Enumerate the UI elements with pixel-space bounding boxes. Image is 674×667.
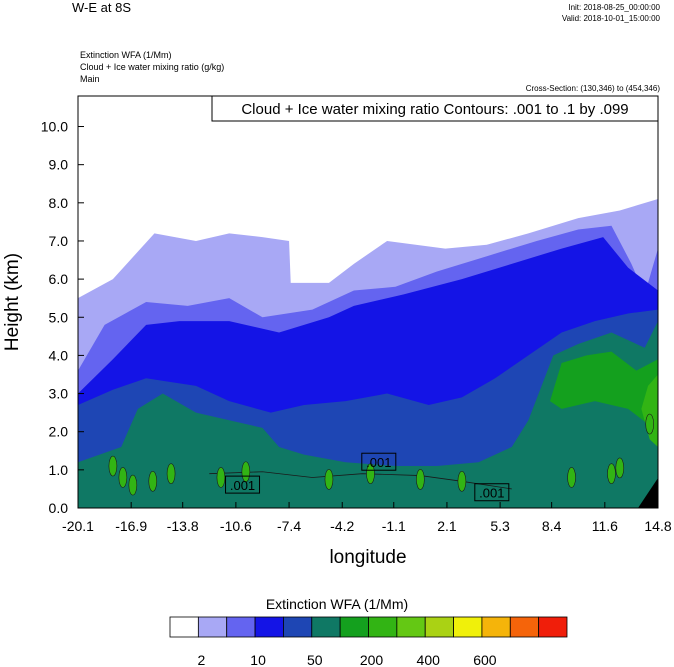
cloud-cell-7 [324, 469, 334, 490]
cloud-cell-8 [366, 463, 375, 484]
cloud-cell-2 [128, 474, 138, 496]
y-tick-label-5: 5.0 [49, 309, 69, 325]
x-tick-label-5: -4.2 [330, 518, 354, 534]
cloud-cell-5 [216, 467, 226, 488]
page-title: W-E at 8S [72, 0, 132, 15]
mixing-ratio-contours [108, 413, 654, 496]
colorbar-label-3: 200 [360, 652, 384, 667]
colorbar-label-5: 600 [473, 652, 497, 667]
x-tick-label-8: 5.3 [490, 518, 510, 534]
cross-section-label: Cross-Section: (130,346) to (454,346) [525, 84, 660, 93]
colorbar-swatch-9 [424, 616, 454, 638]
colorbar-label-2: 50 [307, 652, 323, 667]
y-axis-label: Height (km) [2, 253, 23, 351]
field-label-main: Main [80, 74, 100, 84]
x-tick-label-11: 14.8 [644, 518, 671, 534]
colorbar-swatch-13 [538, 616, 568, 638]
cloud-cell-0 [108, 455, 118, 477]
x-tick-label-2: -13.8 [167, 518, 199, 534]
y-tick-label-1: 1.0 [49, 462, 69, 478]
y-tick-label-3: 3.0 [49, 386, 69, 402]
colorbar-swatch-1 [197, 616, 228, 638]
extinction-filled-contours [78, 199, 658, 508]
colorbar: 2 10 50 200 400 600 [169, 616, 568, 667]
field-label-extinction: Extinction WFA (1/Mm) [80, 50, 172, 60]
y-tick-label-7: 7.0 [49, 233, 69, 249]
extinction-band-200-5 [78, 321, 658, 508]
x-tick-label-4: -7.4 [277, 518, 301, 534]
contour-label-box-2 [474, 483, 510, 502]
contour-info-box [211, 95, 659, 122]
cloud-cell-6 [241, 461, 251, 483]
colorbar-swatch-0 [169, 616, 199, 638]
x-tick-label-3: -10.6 [220, 518, 252, 534]
cloud-cell-13 [615, 457, 625, 479]
y-tick-label-0: 0.0 [49, 500, 69, 516]
contour-labels: .001 .001 .001 [225, 452, 510, 502]
contour-label-1: .001 [366, 455, 391, 470]
terrain-shading [638, 478, 658, 508]
extinction-band-400-7 [641, 374, 658, 447]
colorbar-swatch-2 [226, 616, 256, 638]
axis-ticks: -20.1 -16.9 -13.8 -10.6 -7.4 -4.2 -1.1 2.1 5.3 8.… [41, 119, 672, 534]
contour-label-2: .001 [479, 486, 504, 501]
x-tick-label-7: 2.1 [437, 518, 457, 534]
x-axis-label: longitude [329, 547, 406, 568]
contour-label-0: .001 [230, 478, 255, 493]
y-tick-label-6: 6.0 [49, 271, 69, 287]
cloud-cell-14 [645, 413, 654, 435]
init-time: Init: 2018-08-25_00:00:00 [568, 3, 660, 12]
colorbar-swatch-4 [283, 616, 313, 638]
colorbar-title: Extinction WFA (1/Mm) [265, 596, 409, 612]
contour-label-box-0 [225, 475, 261, 494]
colorbar-swatch-5 [311, 616, 341, 638]
cloud-cell-10 [457, 470, 467, 492]
cloud-cell-11 [567, 467, 576, 488]
x-tick-label-10: 11.6 [592, 518, 618, 534]
y-tick-label-8: 8.0 [49, 195, 69, 211]
colorbar-swatch-3 [254, 616, 284, 638]
colorbar-label-0: 2 [197, 652, 205, 667]
colorbar-swatch-12 [509, 616, 540, 638]
contour-info-label: Cloud + Ice water mixing ratio Contours:… [241, 101, 628, 118]
field-label-mixing-ratio: Cloud + Ice water mixing ratio (g/kg) [80, 62, 225, 72]
colorbar-swatch-11 [481, 616, 511, 638]
extinction-band-300-6 [549, 351, 658, 432]
y-tick-label-9: 9.0 [49, 157, 69, 173]
contour-label-box-1 [361, 452, 397, 471]
colorbar-swatch-10 [453, 616, 483, 638]
colorbar-swatch-6 [339, 616, 369, 638]
valid-time: Valid: 2018-10-01_15:00:00 [561, 14, 660, 23]
cloud-cell-9 [416, 469, 425, 490]
cloud-cell-3 [148, 470, 158, 492]
y-tick-label-2: 2.0 [49, 424, 69, 440]
x-tick-label-1: -16.9 [115, 518, 147, 534]
cloud-cell-4 [166, 463, 176, 484]
cloud-cell-1 [118, 467, 128, 488]
colorbar-label-4: 400 [417, 652, 441, 667]
cloud-cell-12 [607, 463, 616, 484]
x-tick-label-9: 8.4 [542, 518, 562, 534]
y-tick-label-10: 10.0 [41, 119, 68, 135]
y-tick-label-4: 4.0 [49, 347, 69, 363]
colorbar-swatch-7 [368, 616, 398, 638]
colorbar-label-1: 10 [250, 652, 266, 667]
x-tick-label-6: -1.1 [382, 518, 406, 534]
x-tick-label-0: -20.1 [62, 518, 94, 534]
colorbar-swatch-8 [396, 616, 426, 638]
